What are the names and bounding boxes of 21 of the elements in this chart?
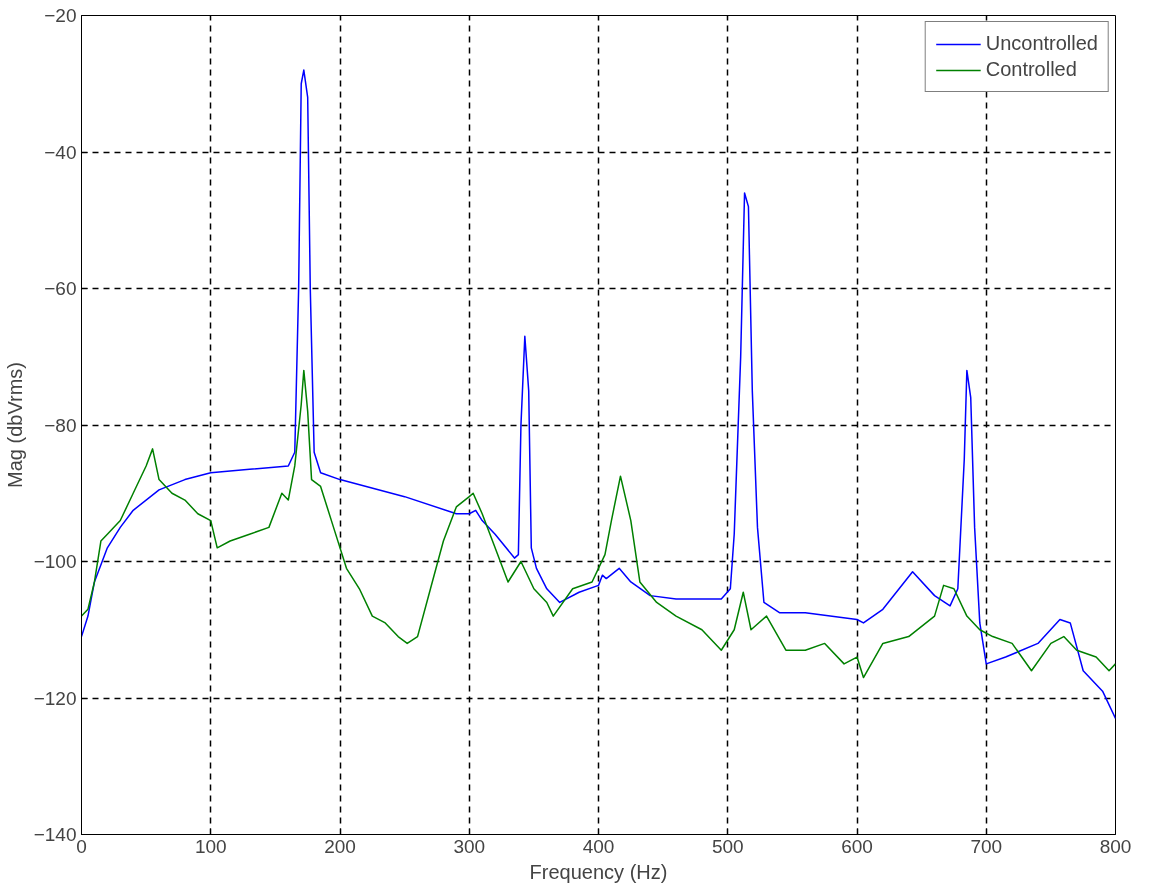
y-tick-label: −60 (44, 278, 77, 299)
y-tick-label: −100 (33, 551, 77, 572)
y-axis-title: Mag (dbVrms) (3, 362, 26, 488)
x-tick-label: 800 (1099, 835, 1132, 857)
x-axis-title: Frequency (Hz) (529, 860, 668, 883)
legend-label: Uncontrolled (985, 32, 1098, 55)
y-tick-label: −120 (33, 687, 77, 709)
y-tick-label: −140 (33, 824, 77, 845)
x-tick-label: 100 (194, 835, 227, 857)
legend-label: Controlled (985, 58, 1077, 81)
x-tick-label: 0 (76, 835, 87, 857)
x-tick-label: 500 (711, 835, 744, 857)
x-tick-label: 200 (324, 835, 356, 857)
x-tick-label: 700 (970, 835, 1003, 857)
y-tick-label: −20 (44, 5, 77, 26)
x-tick-label: 400 (582, 835, 615, 857)
y-tick-label: −40 (44, 141, 77, 163)
line-series (81, 369, 1116, 679)
y-tick-label: −80 (44, 414, 77, 436)
x-tick-label: 600 (841, 835, 873, 857)
x-tick-label: 300 (453, 835, 486, 857)
